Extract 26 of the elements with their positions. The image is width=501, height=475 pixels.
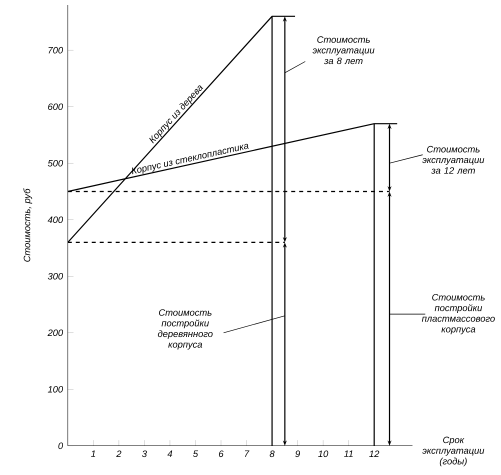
x-axis-title: Срок эксплуатации (годы) bbox=[422, 436, 484, 466]
x-tick-label: 8 bbox=[270, 450, 275, 458]
annotation: Стоимость постройки деревянного корпуса bbox=[158, 309, 213, 350]
y-tick-label: 200 bbox=[48, 330, 64, 336]
text: Стоимость постройки пластмассового корпуса bbox=[422, 294, 495, 334]
y-tick-label: 700 bbox=[48, 47, 64, 54]
x-tick-label: 4 bbox=[167, 450, 172, 458]
y-tick-label: 100 bbox=[48, 386, 64, 393]
x-tick-label: 7 bbox=[244, 450, 250, 458]
x-tick-label: 2 bbox=[116, 450, 122, 458]
x-tick-label: 5 bbox=[193, 450, 198, 458]
x-tick-label: 6 bbox=[218, 450, 224, 458]
x-tick-label: 12 bbox=[369, 450, 380, 458]
y-tick-label: 500 bbox=[48, 160, 64, 167]
annotation: Стоимость эксплуатации за 8 лет bbox=[312, 36, 374, 64]
x-tick-label: 1 bbox=[91, 450, 96, 458]
y-tick-label: 0 bbox=[58, 442, 64, 450]
x-tick-label: 11 bbox=[344, 450, 353, 458]
y-axis-title: Стоимость, руб bbox=[23, 188, 32, 262]
y-tick-label: 600 bbox=[48, 104, 64, 110]
y-tick-label: 400 bbox=[48, 216, 64, 224]
y-tick-label: 300 bbox=[48, 273, 64, 280]
x-tick-label: 3 bbox=[142, 450, 147, 458]
x-tick-label: 10 bbox=[318, 450, 328, 458]
x-tick-label: 9 bbox=[295, 450, 300, 458]
text: Стоимость эксплуатации за 12 лет bbox=[422, 146, 484, 174]
